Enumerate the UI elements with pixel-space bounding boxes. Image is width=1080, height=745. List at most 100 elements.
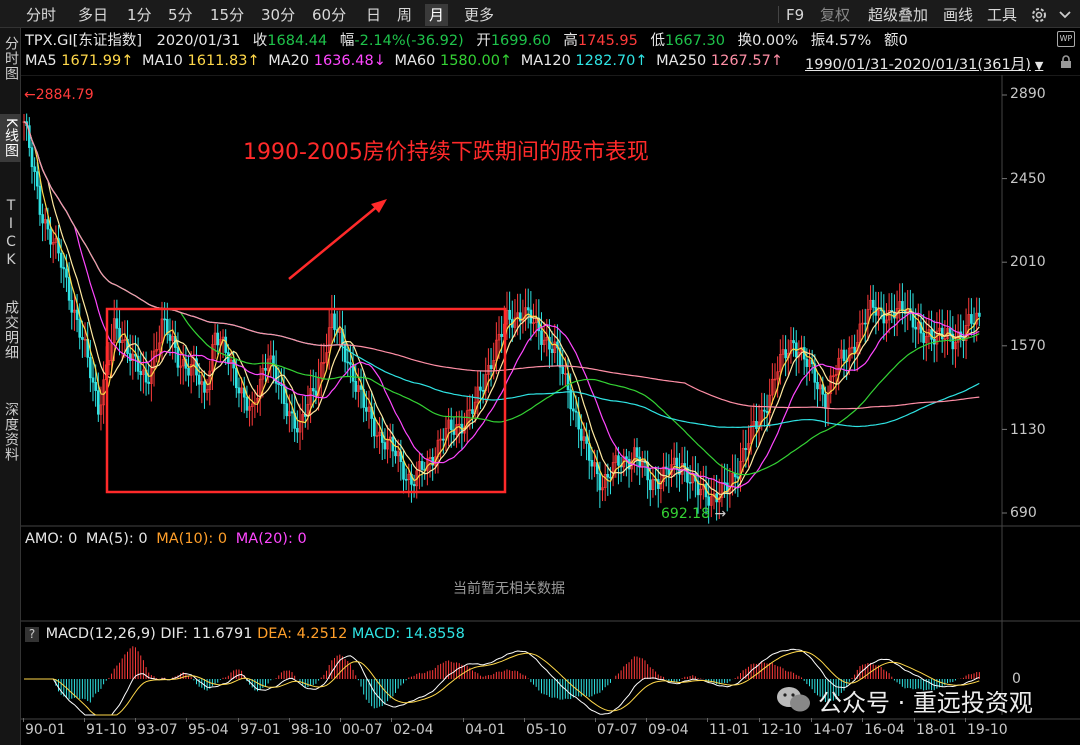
candle-body [309,388,312,405]
candle-body [73,309,76,313]
candle-body [354,380,358,392]
f9-button[interactable]: F9 [786,6,805,24]
candle-body [627,459,631,470]
time-tick-mark [965,718,966,722]
candle-body [951,333,955,350]
candle-body [412,484,416,487]
candle-body [871,299,875,308]
candle-body [280,384,283,387]
candle-body [272,355,275,367]
wp-icon[interactable]: WP [1057,31,1075,47]
candle-body [449,419,453,431]
candle-body [922,332,925,343]
candle-body [710,496,713,506]
adjust-button[interactable]: 复权 [820,6,851,24]
candle-body [901,301,904,312]
side-tab-kline[interactable]: K线图 [0,114,21,163]
candle-body [176,347,180,368]
time-tick-mark [914,718,915,722]
time-tick: 05-10 [526,722,567,738]
high-label: 高 [563,33,578,49]
candle-body [954,341,957,350]
kline-chart[interactable] [21,75,1080,745]
candle-body [152,350,156,369]
candle-body [338,329,342,333]
candle-body [402,461,405,480]
candle-body [163,318,167,321]
gear-icon[interactable] [1030,6,1048,24]
candle-body [213,332,217,345]
time-tick-mark [759,718,760,722]
close-label: 收 [252,33,268,49]
period-tab-1min[interactable]: 1分 [127,6,152,24]
candle-body [598,473,602,491]
macd-value: MACD: 14.8558 [351,626,465,642]
period-tab-multiday[interactable]: 多日 [78,6,109,24]
candle-body [558,347,562,368]
candle-body [166,318,169,335]
side-tab-intraday[interactable]: 分时图 [0,36,21,81]
candle-body [914,326,918,330]
lock-icon[interactable] [1059,55,1073,69]
candle-body [67,276,71,301]
candle-body [789,340,793,354]
ma250-value: 1267.57↑ [710,53,783,69]
candle-body [49,228,52,245]
candle-body [327,327,331,353]
time-tick: 97-01 [240,722,281,738]
dif-line [24,648,980,716]
period-tab-60min[interactable]: 60分 [312,6,347,24]
time-tick: 14-07 [813,722,854,738]
candle-body [725,482,729,493]
candle-body [322,362,326,364]
candle-body [834,374,838,377]
overlay-button[interactable]: 超级叠加 [868,6,929,24]
date-range-selector[interactable]: 1990/01/31-2020/01/31(361月) ▼ [805,53,1043,74]
annotation-title: 1990-2005房价持续下跌期间的股市表现 [243,140,649,165]
time-axis: 90-01 91-10 93-07 95-04 97-01 98-10 00-07 02-04… [21,718,1008,745]
candle-body [142,369,145,375]
candle-body [428,456,432,459]
candle-body [83,338,87,341]
time-tick: 04-01 [465,722,506,738]
moving-average-lines [23,121,980,500]
candle-body [545,336,549,341]
candle-body [120,340,124,344]
period-tab-more[interactable]: 更多 [464,6,495,24]
candle-body [569,389,573,410]
period-tab-30min[interactable]: 30分 [261,6,296,24]
period-tab-week[interactable]: 周 [397,6,413,24]
side-tab-trades[interactable]: 成交明细 [0,300,21,360]
tools-button[interactable]: 工具 [987,6,1018,24]
help-icon[interactable]: ? [25,627,39,642]
draw-line-button[interactable]: 画线 [943,6,974,24]
candle-body [314,390,318,396]
candle-body [978,312,981,317]
low-label: 低 [650,33,665,49]
period-tab-5min[interactable]: 5分 [168,6,193,24]
period-tab-month[interactable]: 月 [425,4,449,26]
time-tick: 07-07 [597,722,638,738]
side-tab-profile[interactable]: 深度资料 [0,402,21,462]
ma-row: MA5 1671.99↑ MA10 1611.83↑ MA20 1636.48↓… [25,53,783,69]
date-range-text: 1990/01/31-2020/01/31(361月) [805,57,1031,73]
period-tab-intraday[interactable]: 分时 [26,6,57,24]
candle-body [863,322,867,325]
candle-body [805,358,809,367]
candle-body [587,443,591,461]
macd-histogram [24,646,980,716]
candle-body [813,363,817,383]
period-tab-15min[interactable]: 15分 [210,6,245,24]
macd-zero-tick: 0 [1012,671,1021,687]
symbol-name: TPX.GI[东证指数] [25,33,142,49]
time-tick-mark [340,718,341,722]
candle-body [476,386,480,403]
candle-body [924,336,928,343]
period-tab-day[interactable]: 日 [366,6,382,24]
quote-row: TPX.GI[东证指数] 2020/01/31 收1684.44 幅-2.14%… [25,29,908,50]
ma20-value: 1636.48↓ [313,53,386,69]
ma10-line [23,121,980,495]
candle-body [394,450,397,457]
side-tab-tick[interactable]: TICK [0,198,21,270]
chevron-down-icon[interactable] [1058,9,1072,21]
